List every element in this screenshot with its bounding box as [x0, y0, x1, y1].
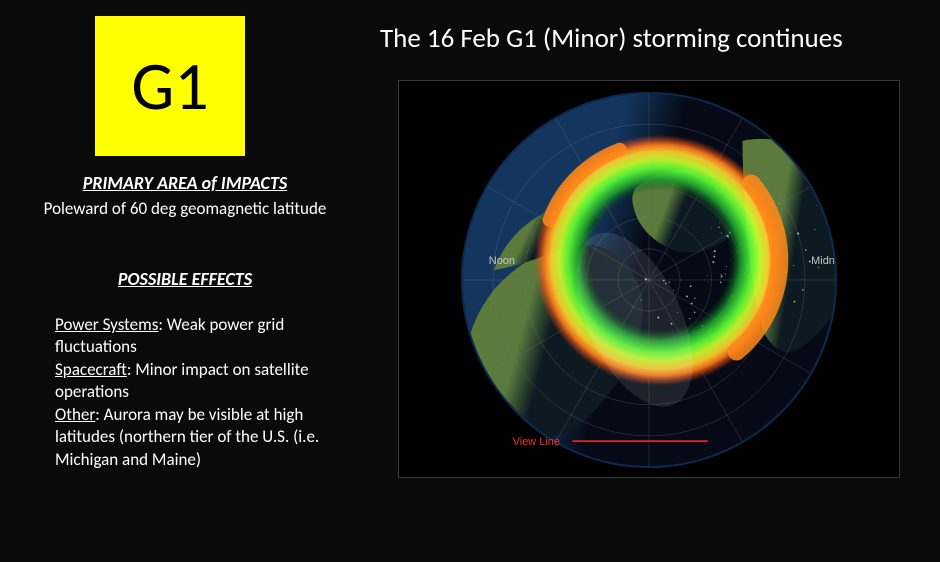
effect-label: Power Systems: [55, 314, 158, 335]
effect-item: Power Systems: Weak power grid fluctuati…: [55, 314, 335, 359]
aurora-globe-icon: Noon Midn View Line: [399, 81, 899, 477]
primary-impacts-heading: PRIMARY AREA of IMPACTS: [0, 172, 370, 194]
effect-desc: : Aurora may be visible at high latitude…: [55, 404, 319, 470]
slide-root: The 16 Feb G1 (Minor) storming continues…: [0, 0, 940, 562]
possible-effects-body: Power Systems: Weak power grid fluctuati…: [55, 314, 335, 471]
primary-impacts-text: Poleward of 60 deg geomagnetic latitude: [0, 198, 370, 219]
effect-label: Spacecraft: [55, 359, 127, 380]
possible-effects-heading: POSSIBLE EFFECTS: [0, 268, 370, 290]
storm-level-badge: G1: [95, 16, 245, 156]
view-line-label: View Line: [513, 436, 560, 448]
svg-text:Noon: Noon: [489, 255, 515, 267]
aurora-forecast-map: Noon Midn View Line: [398, 80, 900, 478]
svg-text:Midn: Midn: [811, 255, 835, 267]
slide-title: The 16 Feb G1 (Minor) storming continues: [380, 22, 843, 55]
effect-label: Other: [55, 404, 95, 425]
effect-item: Other: Aurora may be visible at high lat…: [55, 404, 335, 471]
effect-item: Spacecraft: Minor impact on satellite op…: [55, 359, 335, 404]
